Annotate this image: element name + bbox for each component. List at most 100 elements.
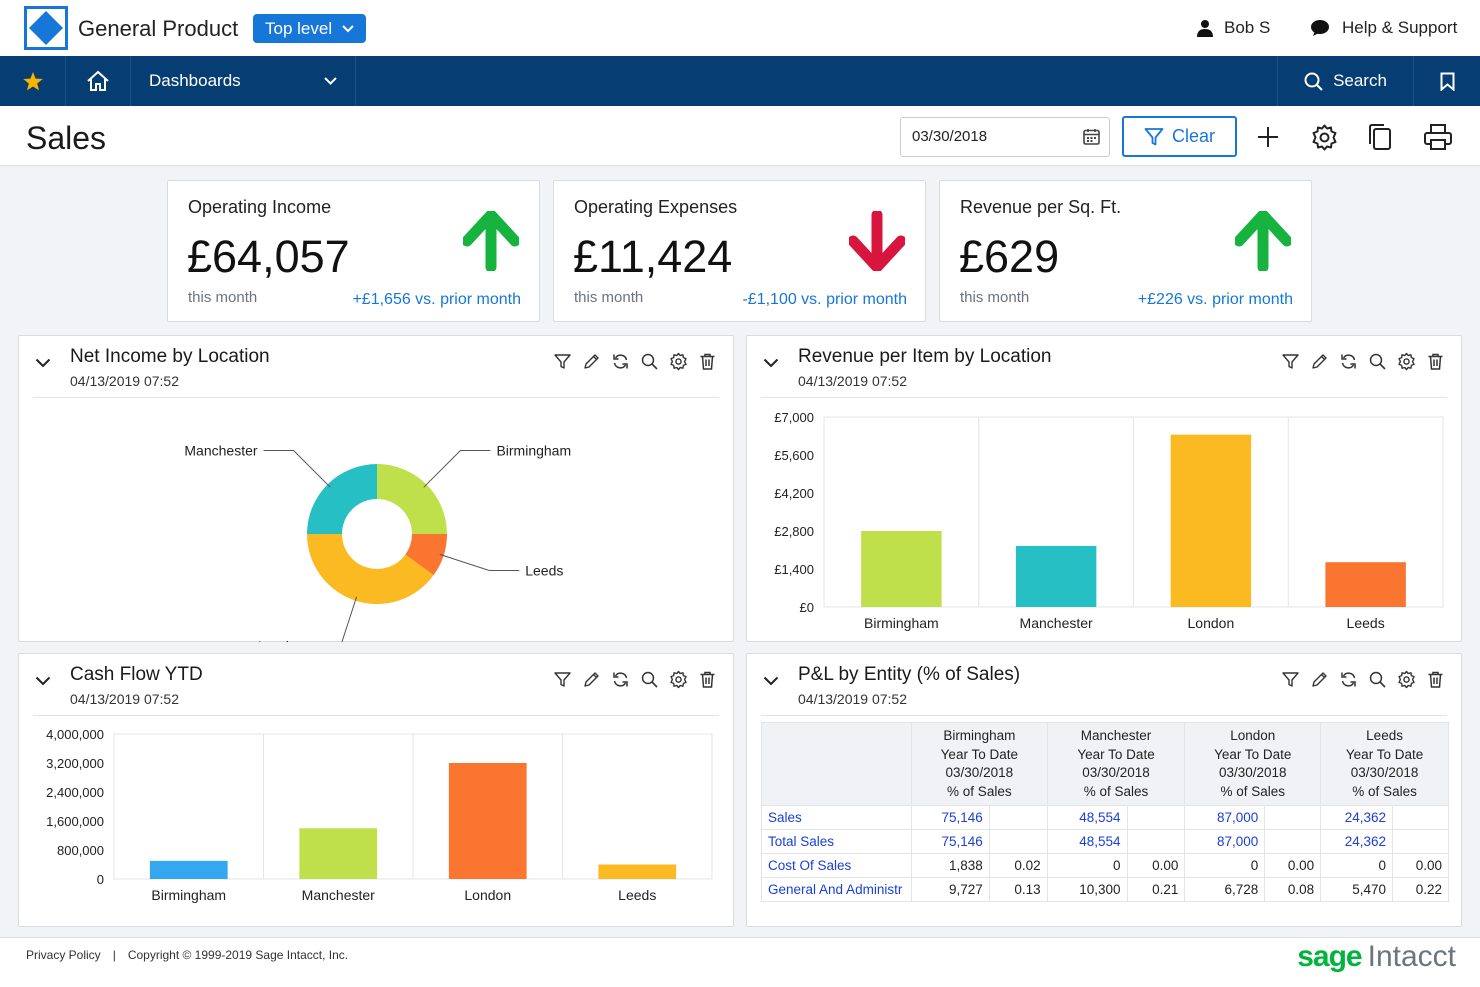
amount-cell: 6,728	[1184, 877, 1266, 902]
amount-cell[interactable]: 75,146	[910, 805, 990, 830]
trash-button[interactable]	[698, 670, 717, 689]
collapse-chevron-icon[interactable]	[763, 358, 779, 368]
kpi-period: this month	[188, 289, 258, 306]
calendar-icon[interactable]	[1083, 128, 1100, 145]
refresh-button[interactable]	[611, 352, 630, 371]
collapse-chevron-icon[interactable]	[35, 358, 51, 368]
table-row[interactable]: Cost Of Sales 1,838 0.02 0 0.00 0 0.00 0 0.00	[761, 853, 1449, 878]
date-filter-input[interactable]: 03/30/2018	[900, 117, 1110, 157]
bar-chart-revenue: £0 £1,400 £2,800 £4,200 £5,600 £7,000 Birmingh…	[774, 410, 1444, 631]
clear-filter-button[interactable]: Clear	[1122, 116, 1237, 157]
pie-slice-leeds[interactable]	[405, 534, 447, 576]
privacy-policy-link[interactable]: Privacy Policy	[26, 948, 101, 962]
kpi-label: Revenue per Sq. Ft.	[960, 197, 1122, 217]
dashboards-menu[interactable]: Dashboards	[131, 56, 356, 106]
bar-birmingham[interactable]	[149, 860, 228, 879]
table-row[interactable]: Total Sales 75,146 48,554 87,000 24,362	[761, 829, 1449, 854]
bar-london[interactable]	[448, 763, 527, 879]
trash-button[interactable]	[1426, 670, 1445, 689]
pie-slice-london[interactable]	[307, 534, 434, 604]
settings-button[interactable]	[1309, 122, 1339, 152]
x-tick-label: Birmingham	[864, 615, 939, 631]
amount-cell[interactable]: 87,000	[1184, 805, 1266, 830]
filter-button[interactable]	[1281, 670, 1300, 689]
filter-button[interactable]	[553, 352, 572, 371]
collapse-chevron-icon[interactable]	[763, 676, 779, 686]
printer-icon	[1424, 124, 1452, 150]
favorites-button[interactable]	[0, 56, 66, 106]
pencil-button[interactable]	[1310, 670, 1329, 689]
arrow-down-icon	[849, 211, 905, 271]
row-label-link[interactable]: Sales	[761, 805, 912, 830]
trash-button[interactable]	[698, 352, 717, 371]
pencil-button[interactable]	[582, 352, 601, 371]
bar-manchester[interactable]	[1015, 545, 1097, 607]
header-line: % of Sales	[1352, 783, 1417, 799]
search-button[interactable]: Search	[1277, 56, 1414, 106]
user-menu[interactable]: Bob S	[1196, 18, 1270, 38]
copy-button[interactable]	[1365, 122, 1395, 152]
panel-toolbar	[553, 670, 717, 689]
pencil-button[interactable]	[582, 670, 601, 689]
bar-birmingham[interactable]	[861, 531, 942, 607]
amount-cell[interactable]: 24,362	[1320, 829, 1394, 854]
magnifier-button[interactable]	[640, 352, 659, 371]
refresh-button[interactable]	[1339, 670, 1358, 689]
filter-button[interactable]	[1281, 352, 1300, 371]
percent-cell	[1392, 829, 1449, 854]
table-row[interactable]: Sales 75,146 48,554 87,000 24,362	[761, 805, 1449, 830]
app-logo[interactable]	[24, 6, 68, 50]
row-label-link[interactable]: Cost Of Sales	[761, 853, 912, 878]
bar-manchester[interactable]	[299, 828, 378, 879]
magnifier-button[interactable]	[1368, 670, 1387, 689]
header-line: 03/30/2018	[1218, 765, 1287, 780]
amount-cell[interactable]: 48,554	[1046, 829, 1128, 854]
kpi-card-operating-income[interactable]: Operating Income £64,057 this month +£1,…	[167, 180, 540, 322]
header-line: Manchester	[1080, 728, 1152, 743]
bar-leeds[interactable]	[598, 864, 677, 880]
level-dropdown[interactable]: Top level	[253, 14, 367, 43]
kpi-card-revenue-sqft[interactable]: Revenue per Sq. Ft. £629 this month +£22…	[939, 180, 1312, 322]
filter-icon	[1282, 354, 1299, 369]
amount-cell[interactable]: 87,000	[1184, 829, 1266, 854]
panel-toolbar	[553, 352, 717, 371]
pencil-icon	[1312, 672, 1327, 687]
magnifier-button[interactable]	[640, 670, 659, 689]
bookmark-button[interactable]	[1414, 56, 1480, 106]
header-line: Year To Date	[1345, 746, 1424, 762]
trash-button[interactable]	[1426, 352, 1445, 371]
row-label-link[interactable]: Total Sales	[761, 829, 912, 854]
filter-icon	[554, 354, 571, 369]
print-button[interactable]	[1423, 122, 1453, 152]
refresh-button[interactable]	[1339, 352, 1358, 371]
add-button[interactable]	[1253, 122, 1283, 152]
row-label-link[interactable]: General And Administr	[761, 877, 912, 902]
table-row[interactable]: General And Administr 9,727 0.13 10,300 0.21…	[761, 877, 1449, 902]
magnifier-button[interactable]	[1368, 352, 1387, 371]
home-button[interactable]	[66, 56, 131, 106]
amount-cell: 0	[1046, 853, 1128, 878]
amount-cell[interactable]: 75,146	[910, 829, 990, 854]
amount-cell[interactable]: 48,554	[1046, 805, 1128, 830]
gear-button[interactable]	[1397, 670, 1416, 689]
bar-leeds[interactable]	[1325, 562, 1406, 607]
y-tick-label: 3,200,000	[46, 756, 104, 771]
amount-cell[interactable]: 24,362	[1320, 805, 1394, 830]
gear-button[interactable]	[669, 352, 688, 371]
gear-button[interactable]	[1397, 352, 1416, 371]
gear-button[interactable]	[669, 670, 688, 689]
help-support-link[interactable]: Help & Support	[1310, 18, 1457, 38]
filter-button[interactable]	[553, 670, 572, 689]
kpi-change: +£1,656 vs. prior month	[352, 291, 521, 308]
refresh-button[interactable]	[611, 670, 630, 689]
pencil-button[interactable]	[1310, 352, 1329, 371]
panel-net-income: Net Income by Location 04/13/2019 07:52 …	[18, 335, 734, 642]
top-bar: General Product Top level Bob S Help & S…	[0, 0, 1480, 56]
collapse-chevron-icon[interactable]	[35, 676, 51, 686]
pie-slice-birmingham[interactable]	[377, 464, 447, 534]
kpi-card-operating-expenses[interactable]: Operating Expenses £11,424 this month -£…	[553, 180, 926, 322]
pie-slice-manchester[interactable]	[307, 464, 377, 534]
panel-title: Cash Flow YTD	[70, 664, 203, 685]
bar-london[interactable]	[1170, 434, 1252, 607]
percent-cell	[1126, 829, 1186, 854]
